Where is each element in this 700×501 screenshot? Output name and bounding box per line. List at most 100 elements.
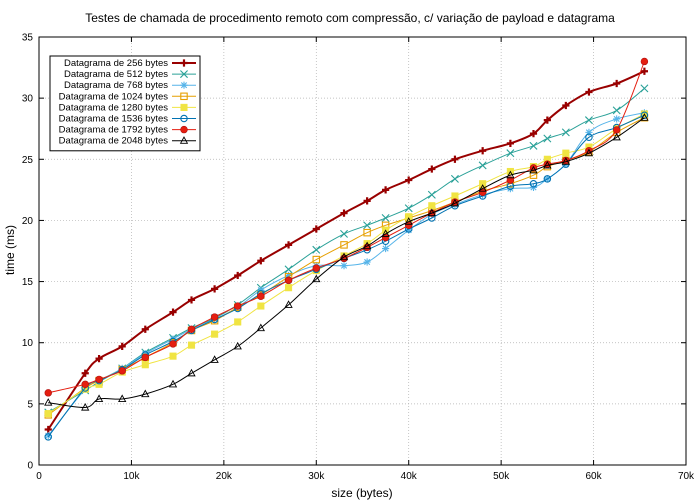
data-point bbox=[428, 202, 436, 210]
series-line bbox=[47, 112, 645, 437]
data-point bbox=[256, 323, 265, 332]
data-point bbox=[285, 284, 293, 292]
series-line bbox=[47, 114, 645, 438]
data-point bbox=[382, 186, 390, 194]
x-tick-label: 70k bbox=[678, 471, 695, 482]
data-point bbox=[451, 192, 459, 200]
x-tick-label: 0 bbox=[36, 471, 42, 482]
data-point bbox=[187, 341, 196, 349]
series-3 bbox=[44, 109, 649, 440]
data-point bbox=[428, 165, 436, 173]
x-tick-label: 10k bbox=[123, 471, 140, 482]
data-point bbox=[529, 130, 538, 138]
data-point bbox=[81, 380, 89, 388]
data-point bbox=[478, 184, 487, 192]
data-point bbox=[584, 148, 594, 157]
data-point bbox=[118, 342, 126, 350]
data-point bbox=[404, 217, 413, 225]
legend-marker bbox=[179, 136, 189, 144]
data-point bbox=[169, 340, 177, 348]
data-point bbox=[211, 330, 219, 338]
data-point bbox=[529, 165, 538, 174]
data-point bbox=[187, 325, 196, 333]
data-point bbox=[561, 128, 570, 137]
data-point bbox=[141, 353, 149, 362]
data-point bbox=[585, 128, 593, 136]
data-point bbox=[640, 111, 649, 120]
data-point bbox=[284, 265, 293, 274]
y-tick-label: 20 bbox=[22, 216, 34, 227]
y-tick-label: 5 bbox=[27, 399, 33, 410]
data-point bbox=[584, 116, 593, 125]
data-point bbox=[312, 255, 321, 264]
data-point bbox=[118, 394, 127, 403]
data-point bbox=[141, 361, 149, 369]
data-point bbox=[543, 116, 551, 124]
data-point bbox=[562, 101, 570, 110]
data-point bbox=[405, 226, 413, 234]
data-point bbox=[543, 160, 552, 169]
data-point bbox=[404, 204, 413, 213]
data-point bbox=[234, 302, 242, 310]
legend-label: Datagrama de 1280 bytes bbox=[59, 102, 169, 113]
x-axis-label: size (bytes) bbox=[331, 486, 392, 500]
data-point bbox=[450, 198, 460, 207]
y-tick-label: 10 bbox=[22, 338, 34, 349]
series-layer bbox=[44, 57, 649, 441]
series-1 bbox=[44, 67, 649, 434]
legend-label: Datagrama de 1792 bytes bbox=[59, 125, 169, 136]
y-tick-label: 35 bbox=[22, 33, 34, 44]
series-6 bbox=[44, 111, 649, 441]
data-point bbox=[506, 149, 515, 158]
data-point bbox=[340, 262, 348, 270]
data-point bbox=[257, 302, 265, 310]
legend-label: Datagrama de 2048 bytes bbox=[59, 136, 169, 147]
legend-marker bbox=[180, 125, 188, 134]
data-point bbox=[362, 241, 372, 250]
data-point bbox=[640, 84, 649, 93]
data-point bbox=[506, 176, 515, 184]
data-point bbox=[585, 88, 593, 96]
data-point bbox=[543, 134, 552, 143]
data-point bbox=[284, 300, 293, 308]
y-tick-label: 15 bbox=[22, 277, 34, 288]
data-point bbox=[210, 313, 219, 321]
data-point bbox=[340, 241, 348, 249]
legend-marker bbox=[180, 81, 188, 89]
chart-title: Testes de chamada de procedimento remoto… bbox=[85, 11, 615, 25]
data-point bbox=[613, 115, 621, 123]
data-point bbox=[381, 213, 390, 222]
data-point bbox=[95, 375, 103, 384]
data-point bbox=[44, 410, 52, 418]
data-point bbox=[427, 208, 436, 217]
x-tick-label: 20k bbox=[216, 471, 233, 482]
series-4 bbox=[44, 113, 649, 419]
data-point bbox=[529, 179, 538, 188]
data-point bbox=[640, 57, 649, 66]
series-line bbox=[47, 117, 645, 416]
data-point bbox=[405, 213, 413, 221]
data-point bbox=[562, 149, 570, 157]
tick-layer: 0 10k 20k 30k 40k 50k 60k 70k 0 5 10 15 20 25 30 35 bbox=[22, 33, 695, 483]
data-point bbox=[363, 197, 371, 205]
x-tick-label: 40k bbox=[401, 471, 418, 482]
data-point bbox=[613, 79, 621, 88]
data-point bbox=[44, 389, 52, 397]
legend-label: Datagrama de 1024 bytes bbox=[59, 91, 169, 102]
legend-marker bbox=[180, 103, 188, 111]
data-point bbox=[529, 141, 538, 150]
data-point bbox=[168, 379, 178, 388]
data-point bbox=[381, 229, 390, 237]
legend-marker bbox=[180, 70, 188, 79]
series-8 bbox=[44, 113, 649, 411]
data-point bbox=[95, 355, 103, 363]
data-point bbox=[44, 398, 53, 406]
data-point bbox=[340, 229, 349, 238]
data-point bbox=[284, 276, 293, 285]
data-point bbox=[118, 367, 126, 375]
data-point bbox=[612, 132, 621, 141]
legend-entry: Datagrama de 1024 bytes bbox=[59, 91, 196, 102]
legend-entry: Datagrama de 2048 bytes bbox=[59, 136, 196, 147]
